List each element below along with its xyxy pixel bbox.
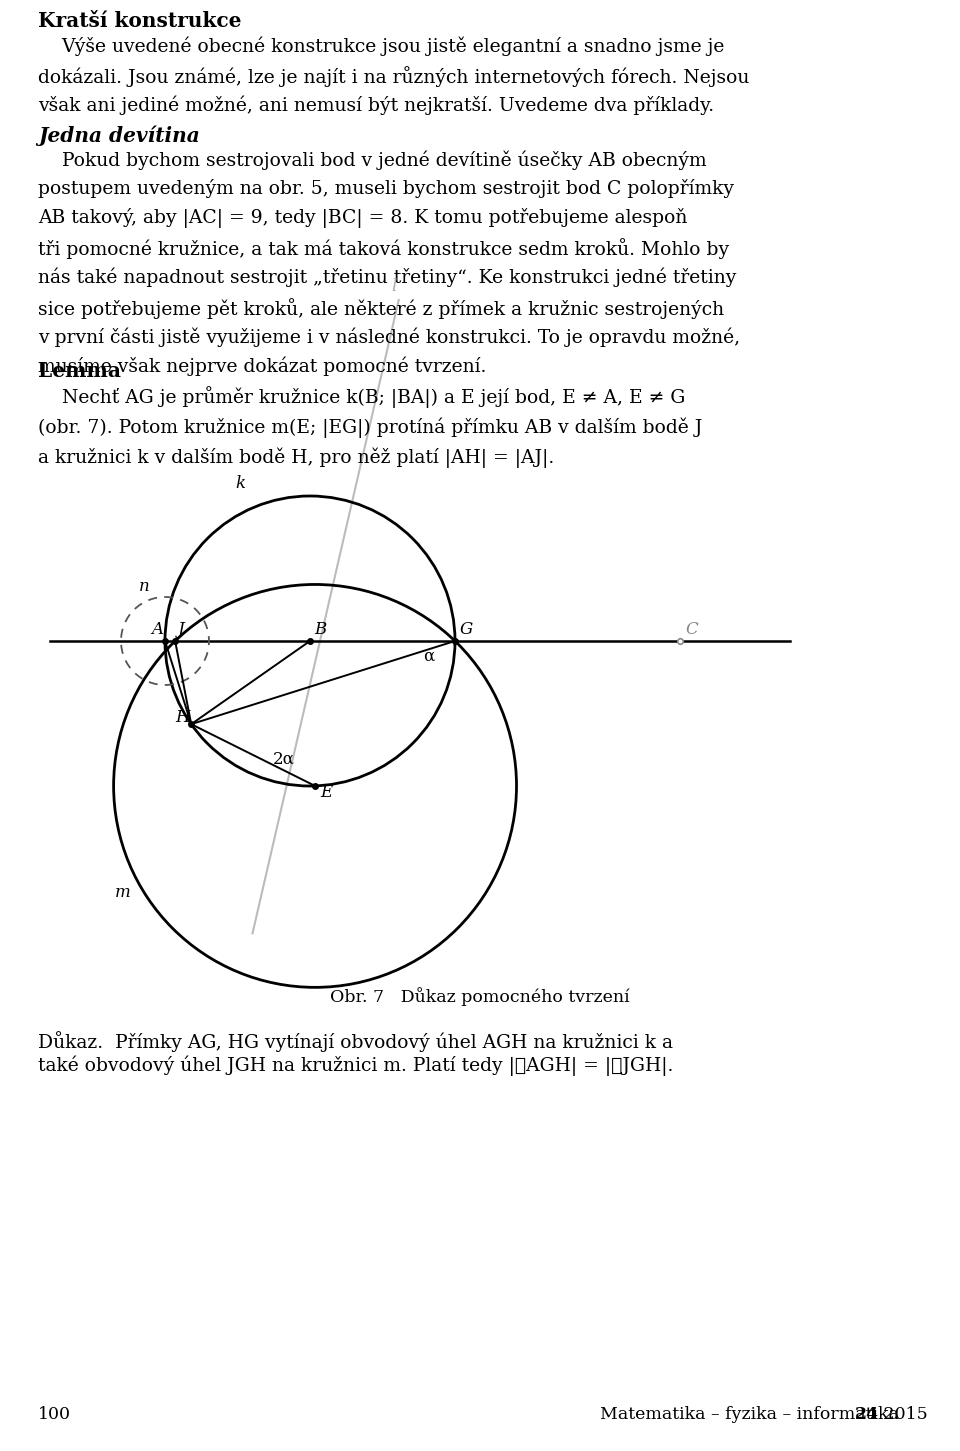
Text: Výše uvedené obecné konstrukce jsou jistě elegantní a snadno jsme je
dokázali. J: Výše uvedené obecné konstrukce jsou jist… <box>38 36 750 116</box>
Text: α: α <box>423 649 434 665</box>
Text: J: J <box>179 621 184 638</box>
Text: Kratší konstrukce: Kratší konstrukce <box>38 12 242 30</box>
Text: m: m <box>114 884 131 901</box>
Text: C: C <box>685 621 698 638</box>
Text: Matematika – fyzika – informatika: Matematika – fyzika – informatika <box>600 1406 904 1423</box>
Text: E: E <box>320 784 332 801</box>
Text: l: l <box>391 279 396 295</box>
Text: Jedna devítina: Jedna devítina <box>38 126 200 147</box>
Text: n: n <box>139 577 150 595</box>
Text: 24: 24 <box>855 1406 879 1423</box>
Text: H: H <box>176 710 190 726</box>
Text: B: B <box>314 621 326 638</box>
Text: 100: 100 <box>38 1406 71 1423</box>
Text: A: A <box>151 621 163 638</box>
Text: Obr. 7   Důkaz pomocného tvrzení: Obr. 7 Důkaz pomocného tvrzení <box>330 987 630 1006</box>
Text: G: G <box>460 621 473 638</box>
Text: Pokud bychom sestrojovali bod v jedné devítině úsečky AB obecným
postupem uveden: Pokud bychom sestrojovali bod v jedné de… <box>38 151 740 376</box>
Text: také obvodový úhel JGH na kružnici m. Platí tedy |∢AGH| = |∢JGH|.: také obvodový úhel JGH na kružnici m. Pl… <box>38 1056 673 1077</box>
Text: Nechť AG je průměr kružnice k(B; |BA|) a E její bod, E ≠ A, E ≠ G
(obr. 7). Poto: Nechť AG je průměr kružnice k(B; |BA|) a… <box>38 386 703 467</box>
Text: Lemma: Lemma <box>38 361 121 382</box>
Text: 2015: 2015 <box>878 1406 927 1423</box>
Text: Důkaz.  Přímky AG, HG vytínají obvodový úhel AGH na kružnici k a: Důkaz. Přímky AG, HG vytínají obvodový ú… <box>38 1032 673 1052</box>
Text: k: k <box>235 474 245 492</box>
Text: 2α: 2α <box>273 752 295 768</box>
